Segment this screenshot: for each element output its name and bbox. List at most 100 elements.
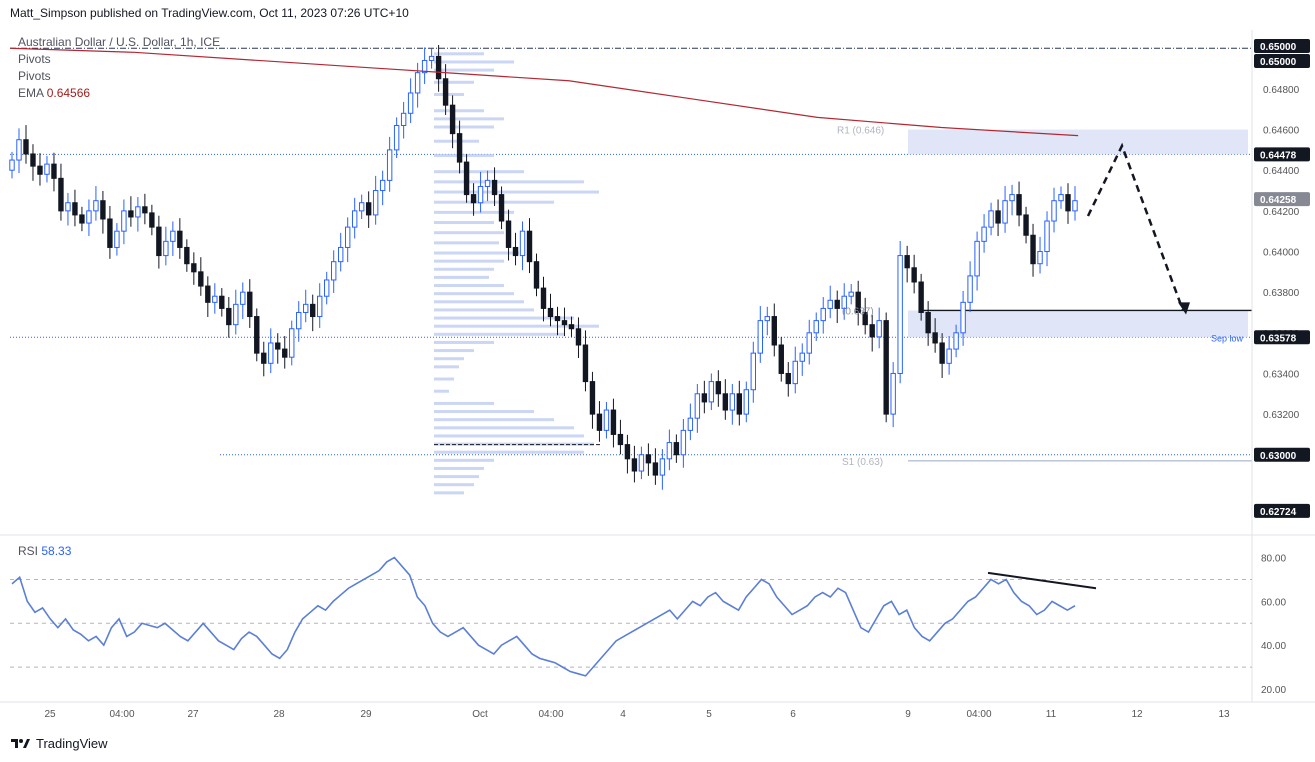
- price-label: 0.63578: [1260, 333, 1297, 344]
- candle-body: [65, 202, 71, 212]
- price-label: 0.64478: [1260, 150, 1297, 161]
- candle-body: [310, 303, 316, 318]
- volume-profile-bar: [434, 251, 519, 255]
- price-label: 0.65000: [1260, 57, 1297, 68]
- candle-body: [827, 299, 833, 309]
- volume-profile-bar: [434, 332, 564, 336]
- price-tick-label: 0.64600: [1263, 126, 1300, 137]
- candle-body: [275, 342, 281, 350]
- rsi-tick-label: 60.00: [1261, 597, 1286, 608]
- candle-body: [953, 332, 959, 350]
- rsi-tick-label: 40.00: [1261, 641, 1286, 652]
- volume-profile-bar: [434, 300, 524, 304]
- candle-body: [1016, 194, 1022, 216]
- candle-body: [547, 307, 554, 318]
- candle-body: [778, 344, 784, 374]
- volume-profile: [434, 52, 600, 495]
- candle-body: [282, 348, 288, 358]
- candle-body: [589, 381, 596, 415]
- price-label: 0.65000: [1260, 42, 1297, 53]
- annotations: R1 (0.646) (0.637) S1 (0.63) Sep low: [837, 126, 1244, 468]
- candle-body: [981, 226, 987, 242]
- candle-body: [268, 342, 274, 364]
- candle-body: [904, 255, 910, 269]
- volume-profile-bar: [434, 410, 534, 414]
- candle-body: [666, 442, 673, 460]
- pivots-legend-1[interactable]: Pivots: [18, 52, 51, 66]
- candle-body: [23, 139, 29, 155]
- candle-body: [890, 372, 896, 415]
- symbol-title[interactable]: Australian Dollar / U.S. Dollar, 1h, ICE: [18, 35, 221, 49]
- tradingview-branding[interactable]: TradingView: [10, 736, 108, 751]
- candle-body: [771, 316, 777, 346]
- candle-body: [974, 240, 980, 277]
- candle-body: [303, 303, 309, 313]
- candle-body: [421, 59, 428, 74]
- candle-body: [219, 295, 225, 309]
- candle-body: [883, 320, 889, 415]
- candle-body: [456, 133, 463, 163]
- tradingview-brand: TradingView: [36, 736, 108, 751]
- ema-legend[interactable]: EMA 0.64566: [18, 86, 90, 100]
- candle-body: [365, 202, 372, 216]
- candle-body: [841, 295, 847, 309]
- candle-body: [813, 320, 819, 334]
- candle-body: [1058, 194, 1064, 202]
- volume-profile-bar: [434, 483, 474, 487]
- volume-profile-bar: [434, 401, 494, 405]
- candle-body: [470, 194, 477, 204]
- candle-body: [337, 246, 344, 263]
- candle-body: [869, 324, 875, 338]
- price-label-box: [1254, 503, 1310, 518]
- candle-body: [351, 210, 358, 228]
- volume-profile-bar: [434, 267, 494, 271]
- candle-body: [177, 230, 183, 248]
- candle-body: [610, 409, 617, 435]
- candle-body: [435, 55, 442, 80]
- candle-body: [198, 271, 204, 287]
- candle-body: [694, 393, 701, 419]
- candle-body: [58, 177, 64, 212]
- candle-body: [498, 194, 505, 222]
- candle-body: [848, 291, 854, 297]
- candle-body: [100, 200, 106, 220]
- candle-body: [449, 104, 456, 135]
- candle-body: [142, 206, 148, 214]
- candle-body: [484, 179, 491, 187]
- time-tick-label: Oct: [472, 709, 488, 720]
- candle-body: [785, 372, 791, 385]
- candle-body: [687, 417, 694, 431]
- candle-body: [44, 163, 50, 175]
- candle-body: [107, 218, 113, 248]
- arrow-head: [1178, 302, 1190, 315]
- candle-body: [428, 55, 435, 61]
- candle-body: [93, 200, 99, 212]
- volume-profile-bar: [434, 418, 554, 422]
- rsi-legend[interactable]: RSI 58.33: [18, 544, 71, 558]
- candle-body: [995, 210, 1001, 224]
- volume-profile-bar: [434, 426, 574, 430]
- candle-body: [1065, 194, 1071, 212]
- candle-body: [659, 458, 666, 476]
- candle-body: [638, 454, 645, 472]
- candle-body: [631, 458, 638, 472]
- volume-profile-bar: [434, 284, 504, 288]
- candle-body: [533, 261, 540, 289]
- price-label: 0.62724: [1260, 507, 1297, 518]
- volume-profile-bar: [434, 292, 514, 296]
- volume-profile-bar: [434, 52, 484, 56]
- candle-body: [317, 295, 323, 318]
- s1-label: S1 (0.63): [842, 457, 883, 468]
- candle-body: [247, 291, 253, 318]
- r1-label: R1 (0.646): [837, 126, 884, 137]
- candle-body: [855, 291, 861, 313]
- time-tick-label: 5: [706, 709, 712, 720]
- pivots-legend-2[interactable]: Pivots: [18, 69, 51, 83]
- candle-body: [946, 348, 952, 364]
- candle-body: [820, 307, 826, 322]
- volume-profile-bar: [434, 60, 514, 64]
- candle-body: [925, 311, 931, 334]
- candle-body: [37, 165, 43, 175]
- candle-body: [701, 393, 708, 403]
